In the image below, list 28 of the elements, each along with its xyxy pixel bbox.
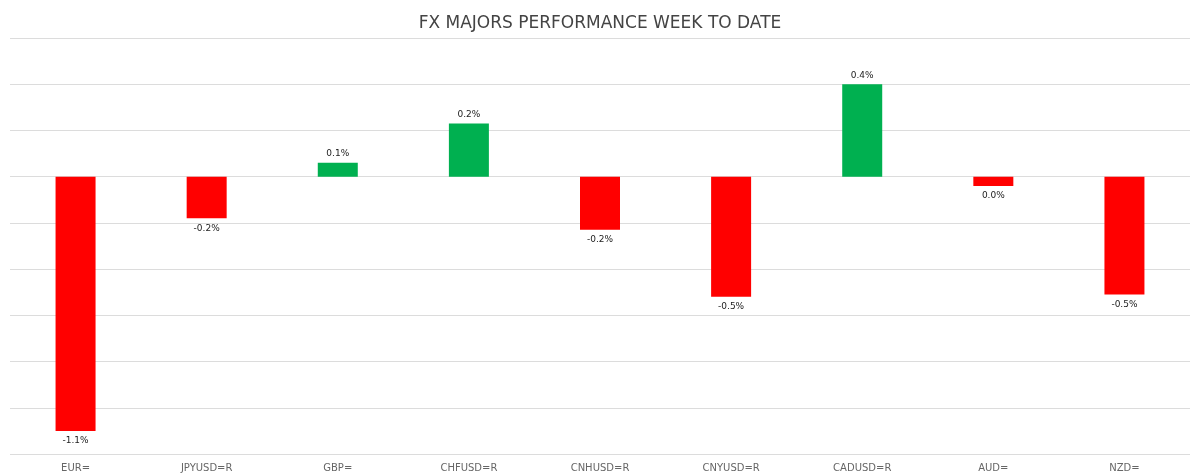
data-label: -0.5%	[718, 301, 745, 312]
bar	[580, 176, 620, 230]
data-label: 0.2%	[457, 109, 481, 120]
data-label: -0.2%	[193, 222, 221, 233]
data-label: 0.4%	[850, 69, 875, 80]
bar	[186, 176, 227, 219]
x-tick-label: CNYUSD=R	[702, 461, 760, 473]
x-tick-label: CADUSD=R	[833, 461, 892, 473]
chart-title: FX MAJORS PERFORMANCE WEEK TO DATE	[418, 11, 782, 32]
data-label: -0.5%	[1111, 299, 1138, 310]
bar	[711, 176, 752, 297]
bar	[1104, 176, 1145, 295]
data-label: -0.2%	[586, 234, 614, 245]
data-label: 0.0%	[981, 190, 1006, 201]
x-tick-label: CNHUSD=R	[570, 461, 630, 473]
data-label: 0.1%	[326, 148, 350, 159]
x-tick-label: CHFUSD=R	[440, 461, 498, 473]
x-tick-label: AUD=	[978, 461, 1009, 473]
bar	[842, 84, 883, 177]
x-tick-label: EUR=	[61, 461, 91, 473]
x-tick-label: JPYUSD=R	[179, 461, 233, 473]
bar	[317, 162, 358, 177]
bar	[973, 176, 1014, 186]
bar	[55, 176, 96, 431]
data-label: -1.1%	[62, 435, 90, 446]
x-tick-label: NZD=	[1109, 461, 1140, 473]
x-tick-label: GBP=	[323, 461, 353, 473]
bar	[448, 123, 489, 177]
